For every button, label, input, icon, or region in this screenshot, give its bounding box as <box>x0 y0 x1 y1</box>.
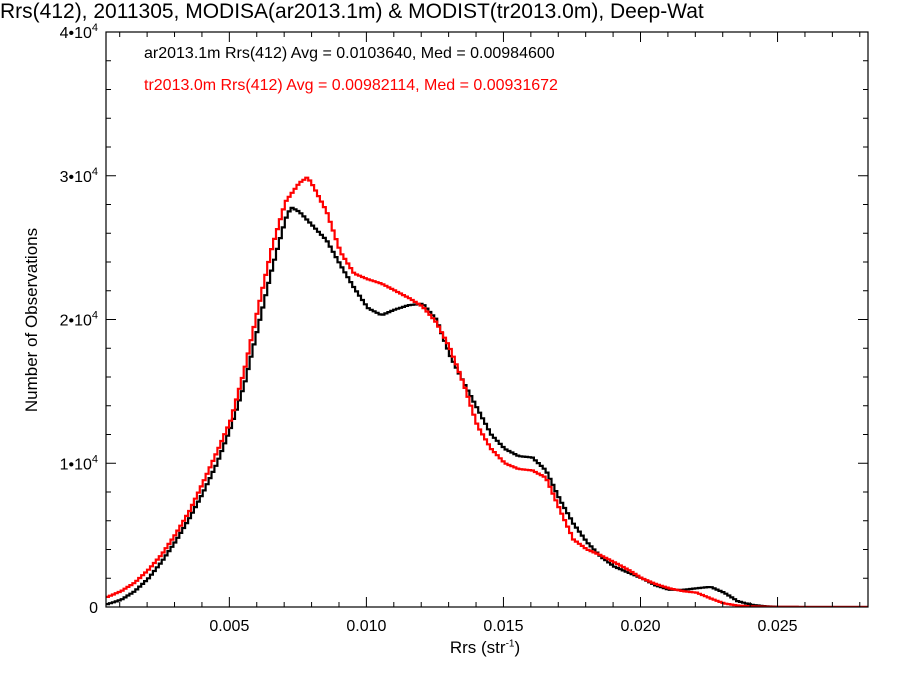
x-tick-label: 0.010 <box>346 618 386 635</box>
legend-entry-tr2013: tr2013.0m Rrs(412) Avg = 0.00982114, Med… <box>144 77 558 94</box>
x-tick-label: 0.025 <box>758 618 798 635</box>
plot-frame <box>105 31 869 608</box>
x-tick-label: 0.020 <box>620 618 660 635</box>
x-axis-label-superscript: -1 <box>505 638 515 650</box>
x-axis-label: Rrs (str-1) <box>450 638 520 658</box>
x-axis-label-suffix: ) <box>514 638 521 657</box>
tick-layer: 0.005 0.010 0.015 0.020 0.025 0 1•104 2•104 3•10… <box>60 22 868 635</box>
series-line-ar2013.1m <box>106 206 868 607</box>
chart-title: Rrs(412), 2011305, MODISA(ar2013.1m) & M… <box>0 0 704 23</box>
axis-layer <box>105 31 869 608</box>
series-line-tr2013.0m <box>106 176 868 607</box>
legend-entry-ar2013: ar2013.1m Rrs(412) Avg = 0.0103640, Med … <box>144 45 555 62</box>
series-layer <box>106 176 868 607</box>
y-axis-label: Number of Observations <box>22 227 41 413</box>
x-tick-label: 0.015 <box>483 618 523 635</box>
y-tick-label: 2•104 <box>60 310 98 330</box>
y-tick-label: 1•104 <box>60 453 98 473</box>
x-tick-label: 0.005 <box>209 618 249 635</box>
y-tick-label: 0 <box>89 600 98 617</box>
y-tick-label: 4•104 <box>60 22 98 42</box>
y-tick-label: 3•104 <box>60 166 98 186</box>
x-axis-label-text: Rrs (str <box>449 638 506 657</box>
